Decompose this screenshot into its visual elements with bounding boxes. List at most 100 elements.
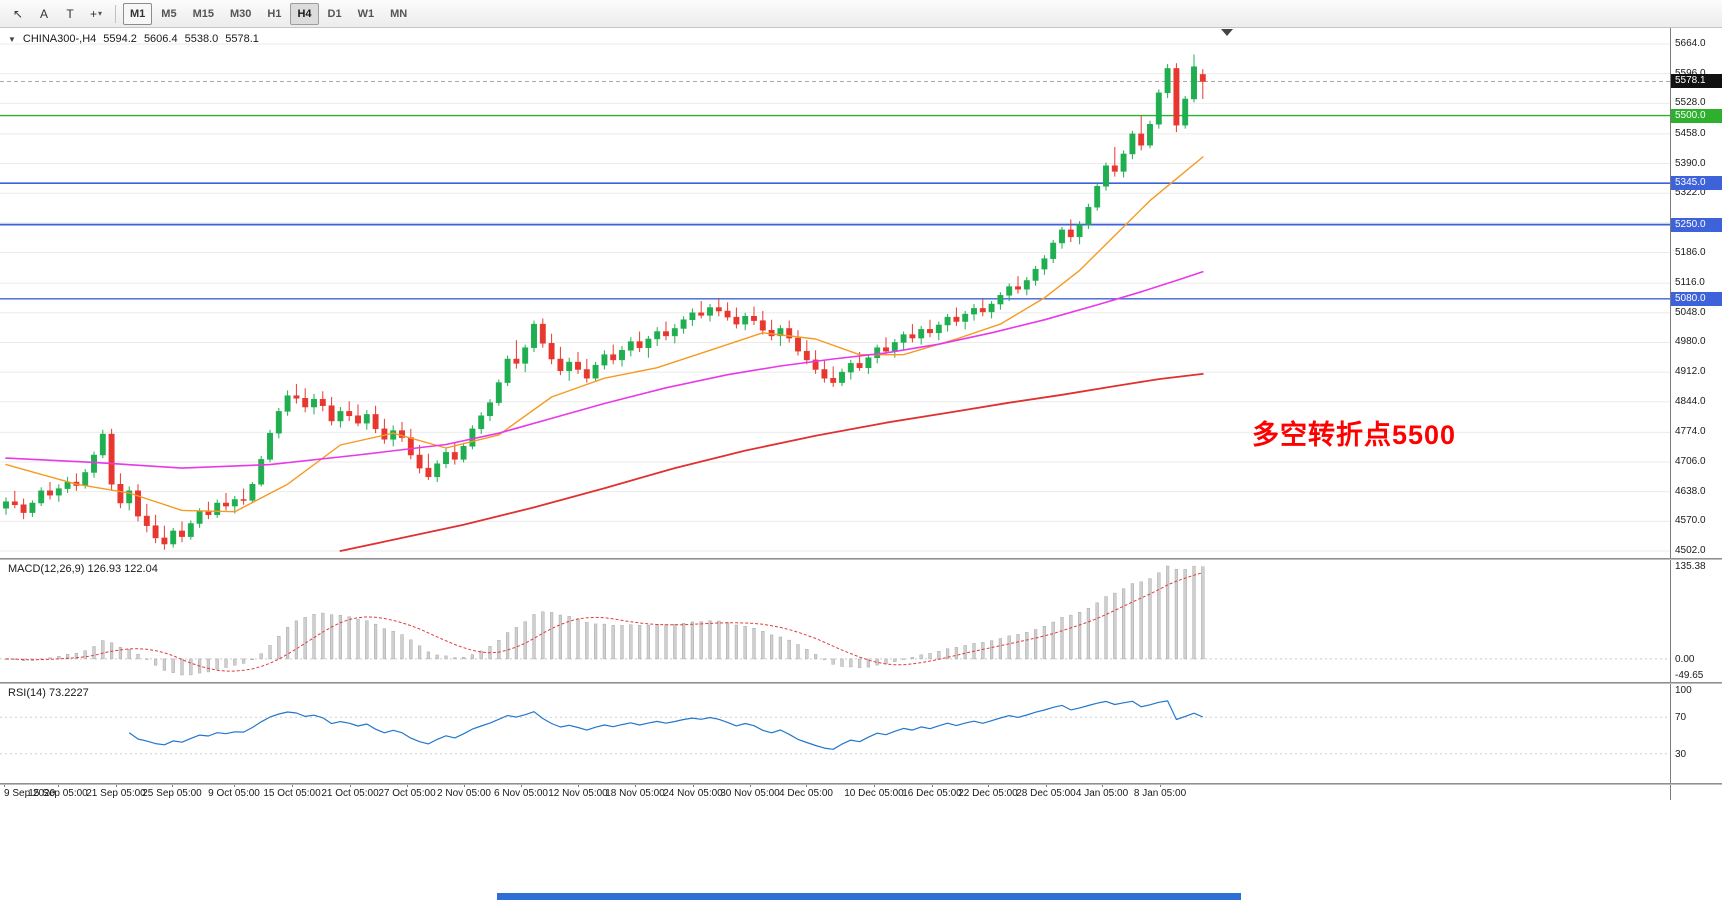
timeframe-W1[interactable]: W1 <box>357 7 375 20</box>
price-badge: 5578.1 <box>1671 74 1722 89</box>
time-axis-label: 12 Nov 05:00 <box>548 788 608 799</box>
time-axis[interactable]: 9 Sep 2020 15 Sep 05:00 21 Sep 05:00 25 Sep… <box>0 783 1670 801</box>
time-axis-label: 22 Dec 05:00 <box>958 788 1018 799</box>
rsi-axis-label: 30 <box>1675 748 1687 760</box>
time-axis-tick <box>292 783 293 787</box>
chart-shift-marker-icon <box>1221 29 1233 36</box>
time-axis-label: 30 Nov 05:00 <box>720 788 780 799</box>
price-axis-label: 4638.0 <box>1675 485 1706 497</box>
time-axis-label: 25 Sep 05:00 <box>142 788 202 799</box>
price-axis-label: 4706.0 <box>1675 455 1706 467</box>
timeframe-H4[interactable]: H4 <box>290 2 319 25</box>
price-badge: 5080.0 <box>1671 291 1722 306</box>
chart-annotation-text: 多空转折点5500 <box>1252 420 1457 450</box>
time-axis-tick <box>116 783 117 787</box>
price-badge: 5500.0 <box>1671 108 1722 123</box>
time-axis-label: 2 Nov 05:00 <box>437 788 491 799</box>
price-axis-label: 5116.0 <box>1675 277 1705 289</box>
macd-indicator-label: MACD(12,26,9) 126.93 122.04 <box>8 563 158 575</box>
price-axis-label: 4774.0 <box>1675 426 1706 438</box>
symbol-dropdown-icon[interactable]: ▼ <box>8 34 16 44</box>
rsi-axis-label: 70 <box>1675 712 1687 724</box>
time-axis-label: 4 Jan 05:00 <box>1075 788 1129 799</box>
main-chart[interactable] <box>0 28 1670 558</box>
time-axis-label: 6 Nov 05:00 <box>494 788 548 799</box>
price-axis-label: 4980.0 <box>1675 336 1706 348</box>
panel-splitter[interactable] <box>0 558 1722 560</box>
macd-axis-label: -49.65 <box>1675 670 1704 681</box>
time-axis-tick <box>407 783 408 787</box>
time-axis-tick <box>521 783 522 787</box>
time-axis-tick <box>578 783 579 787</box>
time-axis-label: 15 Sep 05:00 <box>28 788 88 799</box>
time-axis-tick <box>1160 783 1161 787</box>
time-axis-label: 18 Nov 05:00 <box>605 788 665 799</box>
time-axis-tick <box>1102 783 1103 787</box>
price-axis-label: 5458.0 <box>1675 127 1706 139</box>
panel-splitter[interactable] <box>0 783 1722 785</box>
ohlc-high: 5606.4 <box>143 33 178 45</box>
text-box-tool-icon[interactable]: T <box>66 6 74 21</box>
price-axis-label: 5390.0 <box>1675 157 1706 169</box>
time-axis-label: 10 Dec 05:00 <box>844 788 904 799</box>
time-axis-tick <box>693 783 694 787</box>
time-axis-label: 16 Dec 05:00 <box>902 788 962 799</box>
time-axis-tick <box>350 783 351 787</box>
price-axis-label: 5528.0 <box>1675 97 1706 109</box>
price-axis-label: 5048.0 <box>1675 306 1706 318</box>
timeframe-M30[interactable]: M30 <box>229 7 252 20</box>
panel-splitter[interactable] <box>0 682 1722 684</box>
toolbar-separator <box>115 4 116 23</box>
bottom-blue-strip <box>497 893 1241 900</box>
price-axis-label: 5664.0 <box>1675 38 1706 49</box>
pointer-tool-icon[interactable]: ↖ <box>12 6 24 21</box>
timeframe-MN[interactable]: MN <box>390 7 408 20</box>
price-axis-label: 5322.0 <box>1675 187 1706 199</box>
macd-panel[interactable] <box>0 560 1670 682</box>
timeframe-M1[interactable]: M1 <box>123 2 153 25</box>
chart-header: ▼ CHINA300-,H4 5594.2 5606.4 5538.0 5578… <box>8 33 259 45</box>
ohlc-open: 5594.2 <box>103 33 137 45</box>
price-axis-label: 4844.0 <box>1675 395 1706 407</box>
time-axis-tick <box>874 783 875 787</box>
time-axis-tick <box>172 783 173 787</box>
rsi-indicator-label: RSI(14) 73.2227 <box>8 687 89 699</box>
time-axis-label: 4 Dec 05:00 <box>779 788 833 799</box>
chevron-down-icon: ▾ <box>98 9 103 18</box>
time-axis-label: 28 Dec 05:00 <box>1016 788 1076 799</box>
toolbar: ↖ A T + ▾ M1 M5 M15 M30 H1 H4 D1 W1 MN <box>0 0 1722 28</box>
time-axis-label: 9 Oct 05:00 <box>208 788 260 799</box>
macd-axis-label: 0.00 <box>1675 653 1695 665</box>
timeframe-M5[interactable]: M5 <box>161 7 177 20</box>
price-axis[interactable]: 5664.05596.05528.05458.05390.05322.05254… <box>1670 28 1722 800</box>
timeframe-M15[interactable]: M15 <box>192 7 214 20</box>
time-axis-tick <box>4 783 5 787</box>
time-axis-label: 15 Oct 05:00 <box>263 788 321 799</box>
price-axis-label: 5186.0 <box>1675 246 1706 258</box>
symbol-title: CHINA300-,H4 <box>22 33 97 45</box>
time-axis-label: 9 Sep 2020 <box>4 788 56 799</box>
time-axis-label: 8 Jan 05:00 <box>1133 788 1187 799</box>
time-axis-tick <box>1046 783 1047 787</box>
price-axis-label: 4570.0 <box>1675 515 1706 527</box>
time-axis-tick <box>932 783 933 787</box>
macd-axis-label: 135.38 <box>1675 561 1706 572</box>
price-axis-label: 4502.0 <box>1675 545 1706 556</box>
time-axis-tick <box>806 783 807 787</box>
rsi-panel[interactable] <box>0 684 1670 783</box>
time-axis-label: 27 Oct 05:00 <box>378 788 436 799</box>
timeframe-H1[interactable]: H1 <box>267 7 282 20</box>
time-axis-tick <box>58 783 59 787</box>
timeframe-D1[interactable]: D1 <box>327 7 342 20</box>
time-axis-tick <box>464 783 465 787</box>
time-axis-tick <box>635 783 636 787</box>
price-badge: 5250.0 <box>1671 217 1722 232</box>
time-axis-tick <box>750 783 751 787</box>
time-axis-tick <box>234 783 235 787</box>
ohlc-low: 5538.0 <box>184 33 219 45</box>
crosshair-tool-icon[interactable]: + ▾ <box>89 6 103 21</box>
text-label-tool-icon[interactable]: A <box>39 6 48 21</box>
time-axis-tick <box>988 783 989 787</box>
price-badge: 5345.0 <box>1671 176 1722 191</box>
time-axis-label: 24 Nov 05:00 <box>663 788 723 799</box>
